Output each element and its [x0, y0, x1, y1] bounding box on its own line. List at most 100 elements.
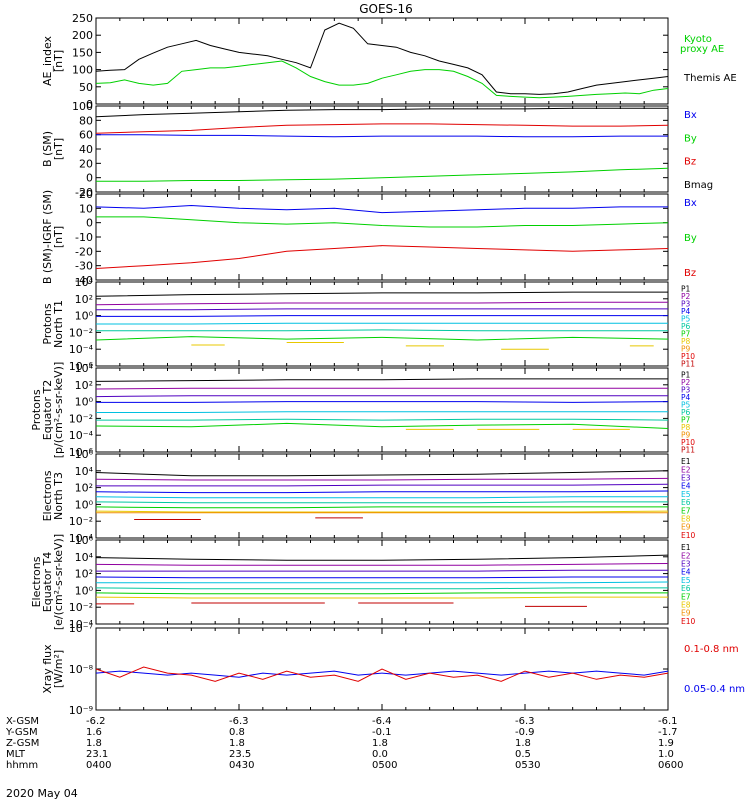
footer-value: 1.0	[658, 749, 674, 760]
series-line-e6	[95, 587, 668, 590]
series-line-bx	[95, 204, 668, 214]
y-axis-label-line: [e/(cm²-s-sr-keV)]	[52, 534, 65, 630]
channel-label: P11	[681, 445, 695, 454]
y-tick-label: -10	[75, 231, 93, 244]
y-tick-label: 10⁴	[75, 551, 94, 564]
channel-label: P10	[681, 438, 695, 447]
y-axis-label-line: [nT]	[52, 226, 65, 248]
y-tick-label: -40	[75, 274, 93, 287]
channel-label: P1	[681, 371, 691, 380]
y-tick-label: -20	[75, 186, 93, 199]
y-axis-label-line: Equator T2	[41, 380, 54, 440]
series-line-e8	[95, 596, 668, 599]
panel-pn: 10⁻⁶ 10⁻⁴ 10⁻² 10⁰ 10² 10⁴ ProtonsNorth T1 P1P2…	[41, 276, 695, 373]
y-tick-label: 0	[86, 98, 93, 111]
y-axis-label-line: Xray flux	[41, 644, 54, 694]
y-tick-label: 10⁻²	[69, 601, 93, 614]
legend-label: 0.1-0.8 nm	[684, 644, 739, 655]
channel-label: P11	[681, 359, 695, 368]
series-line-p3	[95, 395, 668, 398]
y-tick-label: 0	[86, 172, 93, 185]
y-tick-label: 10	[79, 202, 93, 215]
footer-value: 0530	[515, 760, 540, 771]
y-tick-label: 10⁻⁶	[69, 360, 94, 373]
panel-pe: 10⁻⁶ 10⁻⁴ 10⁻² 10⁰ 10² 10⁴ ProtonsEquator T2[p…	[30, 362, 695, 459]
channel-label: E1	[681, 457, 691, 466]
footer-value: -1.7	[658, 727, 678, 738]
channel-label: E8	[681, 515, 691, 524]
channel-label: P8	[681, 423, 691, 432]
footer-value: 1.8	[372, 738, 388, 749]
y-tick-label: 10⁻⁷	[69, 622, 93, 635]
channel-label: P6	[681, 408, 691, 417]
footer-row-label: Z-GSM	[6, 738, 39, 749]
channel-label: E6	[681, 584, 691, 593]
y-axis-label-line: B (SM)-IGRF (SM)	[41, 190, 54, 284]
series-line-p7	[95, 336, 669, 341]
y-tick-label: 10⁰	[75, 498, 94, 511]
footer-value: 1.9	[658, 738, 674, 749]
y-tick-label: -20	[75, 245, 93, 258]
footer-value: 0600	[658, 760, 683, 771]
channel-label: E7	[681, 506, 691, 515]
legend-label: proxy AE	[680, 44, 724, 55]
footer-value: 1.6	[86, 727, 102, 738]
channel-label: P5	[681, 315, 691, 324]
y-axis-label-line: Protons	[41, 303, 54, 344]
y-axis-label-line: Electrons	[30, 556, 43, 607]
y-axis-label: B (SM)[nT]	[41, 131, 65, 167]
series-line-bx	[96, 134, 668, 138]
series-line-e1	[95, 554, 669, 561]
y-tick-label: 10²	[75, 568, 93, 581]
footer-value: -6.3	[229, 716, 249, 727]
channel-label: P2	[681, 292, 691, 301]
footer-value: -6.4	[372, 716, 392, 727]
channel-label: P5	[681, 401, 691, 410]
y-tick-label: 10⁻⁹	[69, 704, 93, 717]
series-line-0-1-0-8-nm	[95, 666, 669, 682]
series-line-p4	[96, 401, 669, 403]
channel-label: E1	[681, 543, 691, 552]
channel-label: P3	[681, 386, 691, 395]
channel-label: E4	[681, 568, 691, 577]
series-line-p6	[96, 418, 669, 421]
footer-row-label: X-GSM	[6, 716, 39, 727]
y-axis-label-line: [nT]	[52, 50, 65, 72]
panel-frame	[95, 17, 669, 105]
series-line-by	[96, 167, 669, 182]
channel-label: P1	[681, 285, 691, 294]
channel-label: E3	[681, 474, 691, 483]
y-tick-label: 10²	[75, 482, 93, 495]
y-tick-label: 80	[79, 114, 93, 127]
y-tick-label: 60	[79, 129, 93, 142]
y-tick-label: 20	[79, 188, 93, 201]
y-axis-label-line: North T1	[52, 300, 65, 348]
channel-label: P10	[681, 352, 695, 361]
footer-value: -6.3	[515, 716, 535, 727]
y-tick-label: 100	[72, 64, 93, 77]
channel-label: E8	[681, 601, 691, 610]
series-line-bmag	[95, 107, 668, 118]
footer-row-label: Y-GSM	[5, 727, 38, 738]
y-tick-label: 10⁻⁴	[69, 429, 94, 442]
y-tick-label: 10⁻²	[69, 412, 93, 425]
channel-label: P9	[681, 344, 691, 353]
channel-label: P4	[681, 393, 691, 402]
series-line-e4	[95, 576, 668, 579]
channel-label: P7	[681, 415, 691, 424]
panel-frame	[95, 539, 669, 625]
y-axis-label-line: Electrons	[41, 470, 54, 521]
series-line-e4	[95, 490, 669, 494]
y-tick-label: 200	[72, 29, 93, 42]
y-tick-label: 10⁻²	[69, 515, 93, 528]
series-line-e2	[95, 477, 669, 481]
y-tick-label: -30	[75, 260, 93, 273]
date-label: 2020 May 04	[6, 787, 78, 800]
series-line-e3	[96, 569, 668, 572]
channel-label: P6	[681, 322, 691, 331]
y-axis-label: ProtonsEquator T2[p/(cm²-s-sr-keV)]	[30, 362, 65, 459]
y-tick-label: 150	[72, 46, 93, 59]
